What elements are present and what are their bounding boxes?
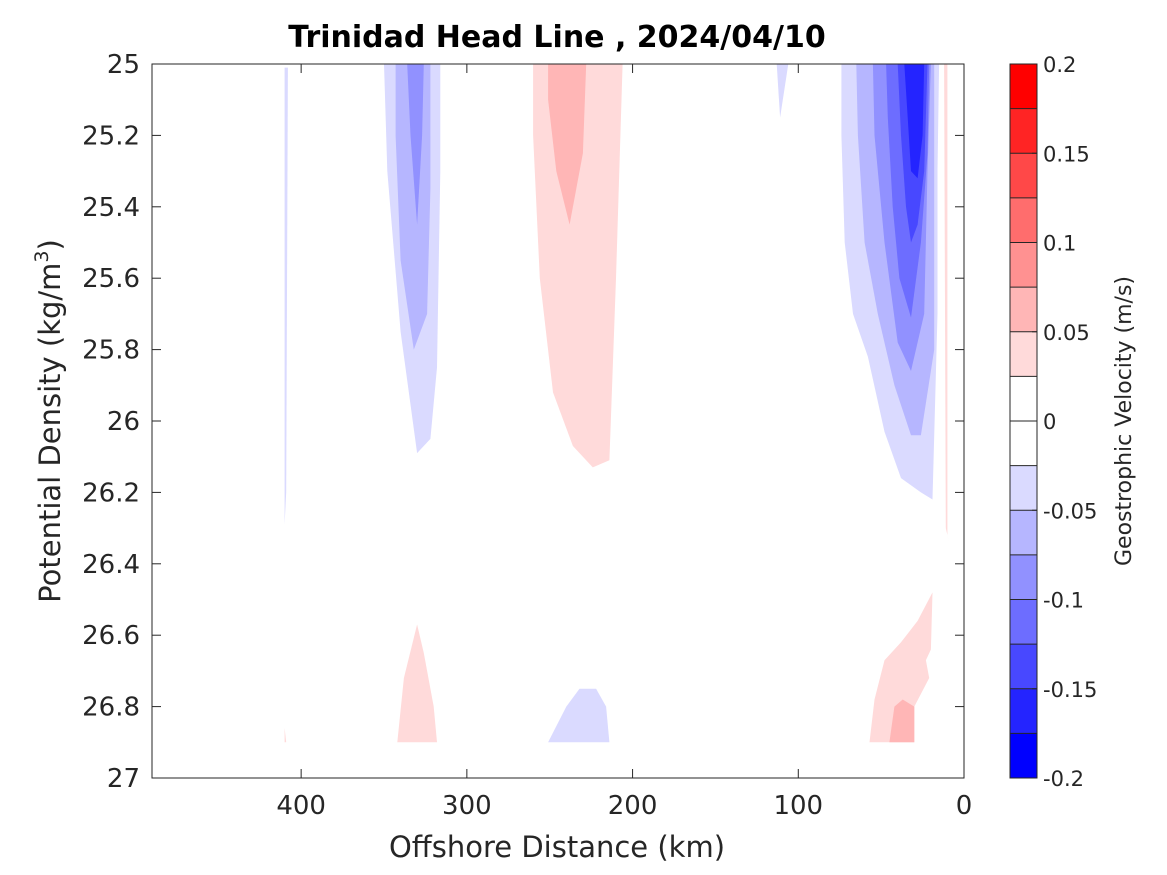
y-tick-label: 26.4 — [82, 550, 140, 580]
x-axis-label: Offshore Distance (km) — [389, 830, 725, 864]
colorbar-tick-label: 0.2 — [1043, 53, 1076, 77]
x-tick-label: 200 — [608, 791, 658, 821]
contour-region-6 — [776, 64, 789, 118]
colorbar-swatch — [1010, 733, 1037, 779]
y-axis-label: Potential Density (kg/m3) — [31, 239, 67, 603]
y-tick-label: 25.2 — [82, 121, 140, 151]
y-tick-label: 26 — [107, 407, 140, 437]
colorbar-swatch — [1010, 688, 1037, 734]
colorbar-swatch — [1010, 554, 1037, 600]
contour-region-0 — [284, 67, 288, 525]
colorbar-tick-label: -0.05 — [1043, 499, 1097, 523]
contour-region-13 — [944, 64, 950, 543]
y-tick-label: 26.6 — [82, 621, 140, 651]
x-tick-label: 0 — [956, 791, 973, 821]
contour-region-5 — [548, 64, 587, 225]
y-axis: 25 25.2 25.4 25.6 25.8 26 26.2 26.4 26.6 26.8 27 — [82, 50, 964, 794]
contour-region-3 — [407, 64, 424, 225]
y-tick-label: 26.8 — [82, 693, 140, 723]
y-tick-label: 27 — [107, 764, 140, 794]
contour-region-4 — [533, 64, 623, 468]
y-tick-label: 25.4 — [82, 193, 140, 223]
colorbar-swatch — [1010, 64, 1037, 110]
contour-region-18 — [889, 699, 915, 743]
colorbar-tick-label: 0.05 — [1043, 321, 1090, 345]
colorbar-swatch — [1010, 197, 1037, 243]
colorbar: 0.2 0.15 0.1 0.05 0 -0.05 -0.1 -0.15 -0.2 — [1009, 53, 1097, 791]
colorbar-swatch — [1010, 242, 1037, 288]
x-tick-label: 300 — [442, 791, 492, 821]
contour-region-17 — [869, 592, 933, 743]
colorbar-swatch — [1010, 376, 1037, 422]
colorbar-tick-label: 0.1 — [1043, 232, 1076, 256]
colorbar-tick-label: -0.1 — [1043, 589, 1084, 613]
colorbar-swatch — [1010, 644, 1037, 690]
colorbar-swatch — [1010, 599, 1037, 645]
x-tick-label: 400 — [276, 791, 326, 821]
y-axis-label-close: ) — [33, 239, 67, 250]
colorbar-swatch — [1010, 421, 1037, 467]
contour-region-15 — [397, 624, 437, 743]
contour-regions — [284, 64, 950, 743]
chart-title: Trinidad Head Line , 2024/04/10 — [288, 20, 825, 55]
plot-area — [151, 63, 965, 779]
contour-region-14 — [284, 728, 287, 743]
x-axis: 400 300 200 100 0 — [276, 64, 972, 821]
colorbar-swatch — [1010, 331, 1037, 377]
colorbar-tick-label: 0 — [1043, 410, 1056, 434]
contour-region-12 — [904, 64, 925, 179]
colorbar-tick-label: 0.15 — [1043, 142, 1090, 166]
y-axis-label-superscript: 3 — [31, 250, 53, 262]
colorbar-tick-label: -0.2 — [1043, 767, 1084, 791]
x-tick-label: 100 — [773, 791, 823, 821]
colorbar-label: Geostrophic Velocity (m/s) — [1112, 276, 1137, 566]
contour-region-16 — [548, 688, 610, 743]
colorbar-tick-label: -0.15 — [1043, 678, 1097, 702]
y-tick-label: 25.8 — [82, 336, 140, 366]
colorbar-swatch — [1010, 287, 1037, 333]
y-tick-label: 25.6 — [82, 264, 140, 294]
y-axis-label-text: Potential Density (kg/m — [33, 263, 67, 603]
colorbar-swatch — [1010, 465, 1037, 511]
y-tick-label: 25 — [107, 50, 140, 80]
colorbar-swatch — [1010, 108, 1037, 154]
colorbar-swatch — [1010, 153, 1037, 199]
colorbar-swatch — [1010, 510, 1037, 556]
y-tick-label: 26.2 — [82, 478, 140, 508]
